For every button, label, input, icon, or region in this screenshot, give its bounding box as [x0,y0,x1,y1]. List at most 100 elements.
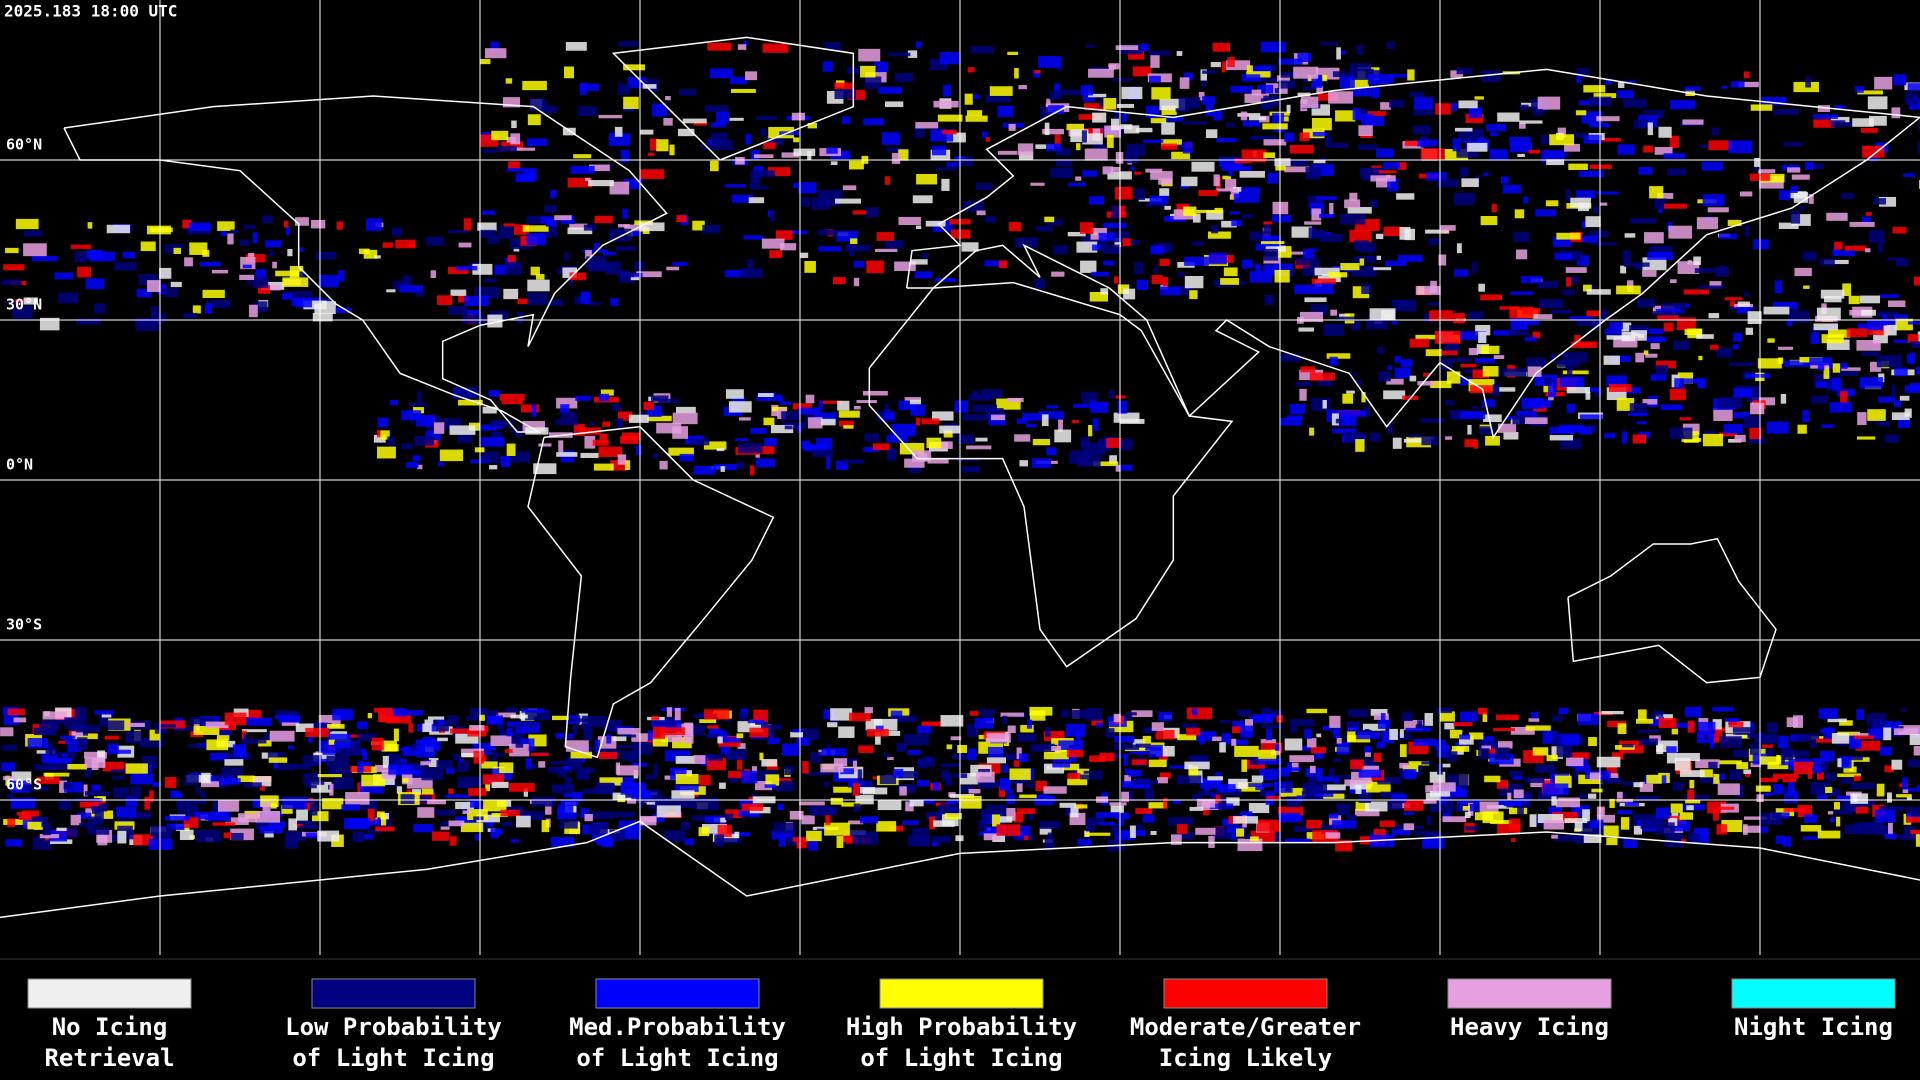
icing-patch [209,811,229,817]
icing-patch [1558,707,1569,715]
icing-patch [1188,764,1199,778]
icing-patch [1314,229,1325,240]
icing-patch [1865,248,1871,253]
icing-patch [916,725,932,734]
icing-patch [908,465,921,474]
icing-patch [516,815,531,828]
icing-patch [620,149,630,163]
icing-patch [1745,373,1771,378]
icing-patch [886,435,908,443]
icing-patch [584,435,596,449]
icing-patch [482,149,498,154]
icing-patch [1014,67,1019,79]
icing-patch [232,744,247,757]
icing-patch [1365,318,1388,330]
icing-patch [1472,369,1490,379]
icing-patch [461,748,484,757]
icing-patch [436,760,453,769]
icing-patch [577,106,597,116]
icing-patch [1135,743,1151,748]
icing-patch [1160,286,1180,296]
icing-patch [1513,232,1530,242]
icing-patch [624,460,631,470]
icing-patch [288,818,298,831]
icing-patch [699,775,711,786]
icing-patch [975,182,993,191]
icing-patch [1635,352,1645,363]
icing-patch [1315,196,1337,201]
icing-patch [984,260,1007,267]
icing-patch [1309,427,1315,436]
icing-patch [1344,779,1353,787]
icing-patch [450,289,467,296]
icing-patch [1187,707,1213,720]
icing-patch [1511,838,1516,843]
icing-patch [517,298,528,305]
icing-patch [1252,716,1274,724]
icing-patch [1689,779,1695,789]
icing-patch [1620,817,1630,830]
icing-patch [1342,393,1354,404]
icing-patch [720,140,734,150]
icing-patch [1583,284,1592,292]
icing-patch [635,445,643,456]
icing-patch [1750,104,1773,111]
icing-patch [1759,756,1782,765]
icing-patch [1006,789,1014,794]
icing-patch [638,801,645,808]
icing-patch [1588,736,1597,747]
icing-patch [91,806,101,814]
icing-patch [961,466,981,473]
icing-patch [579,772,589,779]
icing-patch [1111,205,1121,219]
icing-patch [475,286,500,299]
icing-patch [447,266,469,275]
icing-patch [1697,378,1706,389]
icing-patch [946,744,953,750]
icing-patch [693,121,708,126]
icing-patch [1551,309,1571,314]
icing-patch [374,255,381,259]
icing-patch [406,710,423,716]
icing-patch [866,728,889,737]
icing-patch [231,832,244,841]
icing-patch [490,41,500,52]
icing-patch [1070,807,1079,818]
icing-patch [1441,359,1452,370]
icing-patch [1846,328,1868,338]
icing-patch [1155,729,1175,740]
icing-patch [358,248,370,255]
icing-patch [1858,821,1885,835]
icing-patch [622,272,634,278]
icing-patch [1425,229,1449,234]
icing-patch [1351,265,1377,277]
icing-patch [1335,110,1356,122]
icing-patch [807,122,817,129]
icing-patch [1362,407,1370,417]
icing-patch [1893,339,1907,344]
icing-patch [937,114,963,122]
icing-patch [649,801,663,810]
icing-patch [70,244,92,249]
icing-patch [1749,427,1762,440]
icing-patch [452,754,460,761]
icing-patch [1497,423,1517,433]
icing-patch [764,729,775,739]
icing-patch [1839,756,1852,769]
icing-patch [416,745,436,758]
icing-patch [1611,752,1624,760]
icing-patch [1284,132,1295,142]
icing-patch [200,781,220,788]
icing-patch [1629,403,1648,416]
coastline [868,281,1234,668]
icing-patch [312,312,333,322]
icing-patch [330,767,341,772]
icing-patch [1276,246,1292,258]
icing-patch [1044,838,1055,851]
icing-patch [311,781,332,793]
icing-patch [1261,742,1283,753]
icing-patch [551,760,566,765]
icing-patch [1296,257,1320,266]
icing-patch [1241,259,1253,269]
